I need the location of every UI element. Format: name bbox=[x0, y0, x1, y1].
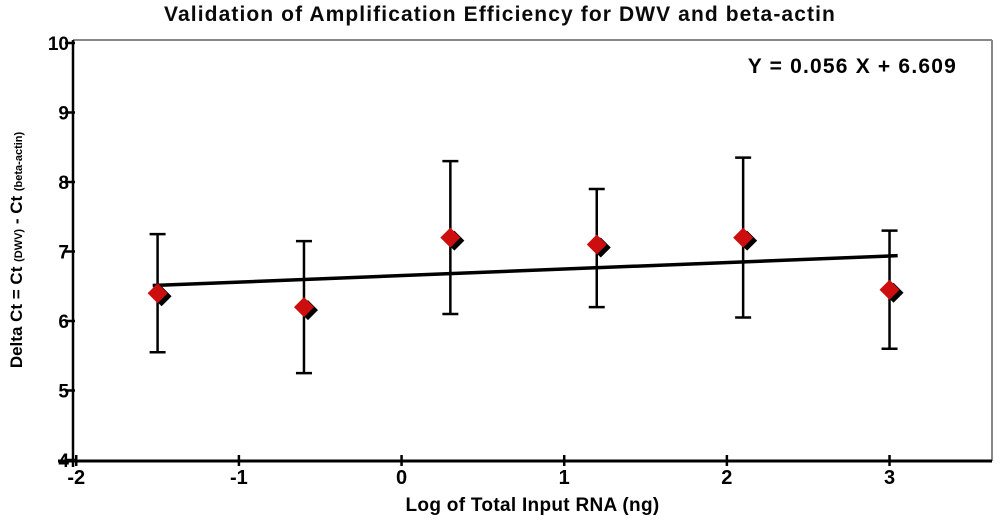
x-tick-label: 1 bbox=[559, 467, 570, 489]
data-point-marker bbox=[586, 234, 607, 255]
y-tick-label: 9 bbox=[58, 104, 69, 125]
y-tick-label: 10 bbox=[48, 34, 69, 55]
x-tick-label: 2 bbox=[721, 467, 732, 489]
x-tick-label: 3 bbox=[884, 467, 895, 489]
x-tick-label: -2 bbox=[67, 467, 85, 489]
x-tick-label: 0 bbox=[396, 467, 407, 489]
y-tick-label: 7 bbox=[58, 243, 69, 264]
data-point-marker bbox=[293, 297, 314, 318]
data-point-marker bbox=[440, 227, 461, 248]
y-tick-label: 5 bbox=[58, 382, 69, 403]
x-axis-label: Log of Total Input RNA (ng) bbox=[405, 495, 660, 516]
y-tick-label: 6 bbox=[58, 312, 69, 333]
data-point-marker bbox=[147, 283, 168, 304]
regression-equation: Y = 0.056 X + 6.609 bbox=[747, 55, 957, 78]
data-point-marker bbox=[879, 279, 900, 300]
y-tick-label: 4 bbox=[58, 451, 69, 472]
x-tick-label: -1 bbox=[230, 467, 248, 489]
y-tick-label: 8 bbox=[58, 173, 69, 194]
data-point-marker bbox=[733, 227, 754, 248]
trend-line bbox=[152, 253, 898, 288]
chart-title: Validation of Amplification Efficiency f… bbox=[164, 3, 836, 26]
